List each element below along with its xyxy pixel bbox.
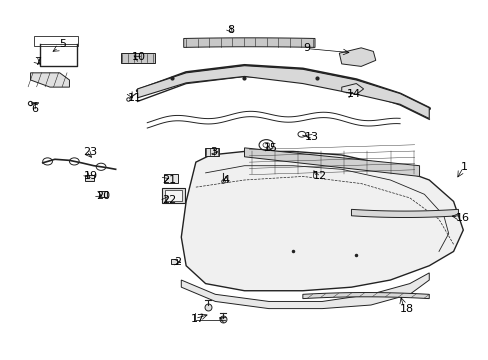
Polygon shape	[183, 38, 314, 48]
FancyBboxPatch shape	[164, 174, 178, 183]
Text: 20: 20	[96, 191, 110, 201]
Text: 23: 23	[83, 147, 97, 157]
Text: 11: 11	[127, 93, 142, 103]
Polygon shape	[181, 273, 428, 309]
FancyBboxPatch shape	[162, 188, 185, 203]
Polygon shape	[341, 84, 363, 94]
Text: 22: 22	[162, 195, 176, 204]
Text: 7: 7	[34, 57, 41, 67]
Text: 2: 2	[174, 257, 181, 267]
Text: 1: 1	[460, 162, 467, 172]
Polygon shape	[181, 152, 462, 291]
Polygon shape	[339, 48, 375, 66]
Polygon shape	[302, 293, 428, 299]
Text: 5: 5	[59, 39, 65, 49]
Text: 15: 15	[264, 143, 277, 153]
Text: 4: 4	[222, 175, 229, 185]
FancyBboxPatch shape	[204, 148, 219, 156]
Text: 21: 21	[162, 175, 176, 185]
FancyBboxPatch shape	[85, 175, 94, 181]
FancyBboxPatch shape	[164, 190, 182, 201]
Text: 8: 8	[227, 25, 234, 35]
Polygon shape	[244, 148, 419, 176]
Polygon shape	[120, 53, 154, 63]
Polygon shape	[351, 210, 458, 217]
Text: 13: 13	[305, 132, 319, 142]
Text: 16: 16	[455, 212, 469, 222]
Text: 10: 10	[131, 52, 145, 62]
Polygon shape	[137, 66, 428, 118]
Text: 6: 6	[31, 104, 39, 113]
Text: 19: 19	[84, 171, 98, 181]
FancyBboxPatch shape	[99, 192, 107, 197]
Polygon shape	[30, 73, 69, 87]
Text: 17: 17	[191, 314, 205, 324]
Text: 9: 9	[302, 43, 309, 53]
Text: 14: 14	[346, 89, 360, 99]
Text: 12: 12	[312, 171, 326, 181]
Polygon shape	[170, 259, 177, 264]
Text: 18: 18	[399, 303, 413, 314]
Text: 3: 3	[210, 147, 217, 157]
